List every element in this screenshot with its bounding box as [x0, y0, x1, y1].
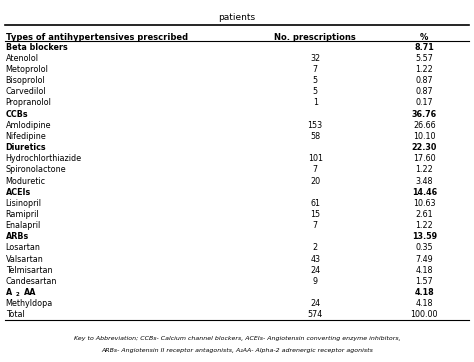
- Text: 14.46: 14.46: [411, 188, 437, 197]
- Text: 1: 1: [313, 98, 318, 108]
- Text: 0.35: 0.35: [415, 243, 433, 252]
- Text: 0.17: 0.17: [415, 98, 433, 108]
- Text: 7: 7: [313, 65, 318, 74]
- Text: 7: 7: [313, 165, 318, 174]
- Text: A: A: [6, 288, 12, 297]
- Text: Methyldopa: Methyldopa: [6, 299, 53, 308]
- Text: 9: 9: [313, 277, 318, 286]
- Text: 32: 32: [310, 54, 320, 63]
- Text: 5: 5: [313, 87, 318, 96]
- Text: Ramipril: Ramipril: [6, 210, 39, 219]
- Text: 1.22: 1.22: [415, 165, 433, 174]
- Text: 4.18: 4.18: [416, 266, 433, 275]
- Text: Atenolol: Atenolol: [6, 54, 39, 63]
- Text: ARBs: ARBs: [6, 232, 29, 241]
- Text: Losartan: Losartan: [6, 243, 41, 252]
- Text: 0.87: 0.87: [415, 87, 433, 96]
- Text: Metoprolol: Metoprolol: [6, 65, 48, 74]
- Text: 5: 5: [313, 76, 318, 85]
- Text: CCBs: CCBs: [6, 110, 28, 119]
- Text: 3.48: 3.48: [416, 177, 433, 185]
- Text: 7: 7: [313, 221, 318, 230]
- Text: 1.57: 1.57: [415, 277, 433, 286]
- Text: 43: 43: [310, 254, 320, 264]
- Text: 101: 101: [308, 154, 323, 163]
- Text: 61: 61: [310, 199, 320, 208]
- Text: Beta blockers: Beta blockers: [6, 43, 67, 52]
- Text: 0.87: 0.87: [415, 76, 433, 85]
- Text: Nifedipine: Nifedipine: [6, 132, 46, 141]
- Text: 2.61: 2.61: [415, 210, 433, 219]
- Text: Carvedilol: Carvedilol: [6, 87, 46, 96]
- Text: No. prescriptions: No. prescriptions: [274, 33, 356, 42]
- Text: Moduretic: Moduretic: [6, 177, 46, 185]
- Text: 26.66: 26.66: [413, 121, 436, 130]
- Text: 1.22: 1.22: [415, 221, 433, 230]
- Text: 1.22: 1.22: [415, 65, 433, 74]
- Text: 10.63: 10.63: [413, 199, 436, 208]
- Text: 13.59: 13.59: [411, 232, 437, 241]
- Text: Hydrochlorthiazide: Hydrochlorthiazide: [6, 154, 82, 163]
- Text: 4.18: 4.18: [416, 299, 433, 308]
- Text: Bisoprolol: Bisoprolol: [6, 76, 46, 85]
- Text: Amlodipine: Amlodipine: [6, 121, 51, 130]
- Text: 153: 153: [308, 121, 323, 130]
- Text: Diuretics: Diuretics: [6, 143, 46, 152]
- Text: Types of antihypertensives prescribed: Types of antihypertensives prescribed: [6, 33, 188, 42]
- Text: 8.71: 8.71: [414, 43, 434, 52]
- Text: ARBs- Angiotensin II receptor antagonists, A₂AA- Alpha-2 adrenergic receptor ago: ARBs- Angiotensin II receptor antagonist…: [101, 348, 373, 353]
- Text: 100.00: 100.00: [410, 310, 438, 319]
- Text: Spironolactone: Spironolactone: [6, 165, 66, 174]
- Text: 20: 20: [310, 177, 320, 185]
- Text: %: %: [420, 33, 428, 42]
- Text: 22.30: 22.30: [411, 143, 437, 152]
- Text: Enalapril: Enalapril: [6, 221, 41, 230]
- Text: 24: 24: [310, 266, 320, 275]
- Text: Propranolol: Propranolol: [6, 98, 52, 108]
- Text: 17.60: 17.60: [413, 154, 436, 163]
- Text: 10.10: 10.10: [413, 132, 436, 141]
- Text: Total: Total: [6, 310, 25, 319]
- Text: 15: 15: [310, 210, 320, 219]
- Text: 574: 574: [308, 310, 323, 319]
- Text: Key to Abbreviation; CCBs- Calcium channel blockers, ACEIs- Angiotensin converti: Key to Abbreviation; CCBs- Calcium chann…: [73, 336, 401, 341]
- Text: Candesartan: Candesartan: [6, 277, 57, 286]
- Text: AA: AA: [24, 288, 36, 297]
- Text: Telmisartan: Telmisartan: [6, 266, 52, 275]
- Text: 5.57: 5.57: [415, 54, 433, 63]
- Text: 24: 24: [310, 299, 320, 308]
- Text: Valsartan: Valsartan: [6, 254, 44, 264]
- Text: 36.76: 36.76: [411, 110, 437, 119]
- Text: 58: 58: [310, 132, 320, 141]
- Text: ACEIs: ACEIs: [6, 188, 31, 197]
- Text: 4.18: 4.18: [414, 288, 434, 297]
- Text: 2: 2: [313, 243, 318, 252]
- Text: 2: 2: [16, 292, 20, 297]
- Text: patients: patients: [219, 13, 255, 22]
- Text: Lisinopril: Lisinopril: [6, 199, 42, 208]
- Text: 7.49: 7.49: [415, 254, 433, 264]
